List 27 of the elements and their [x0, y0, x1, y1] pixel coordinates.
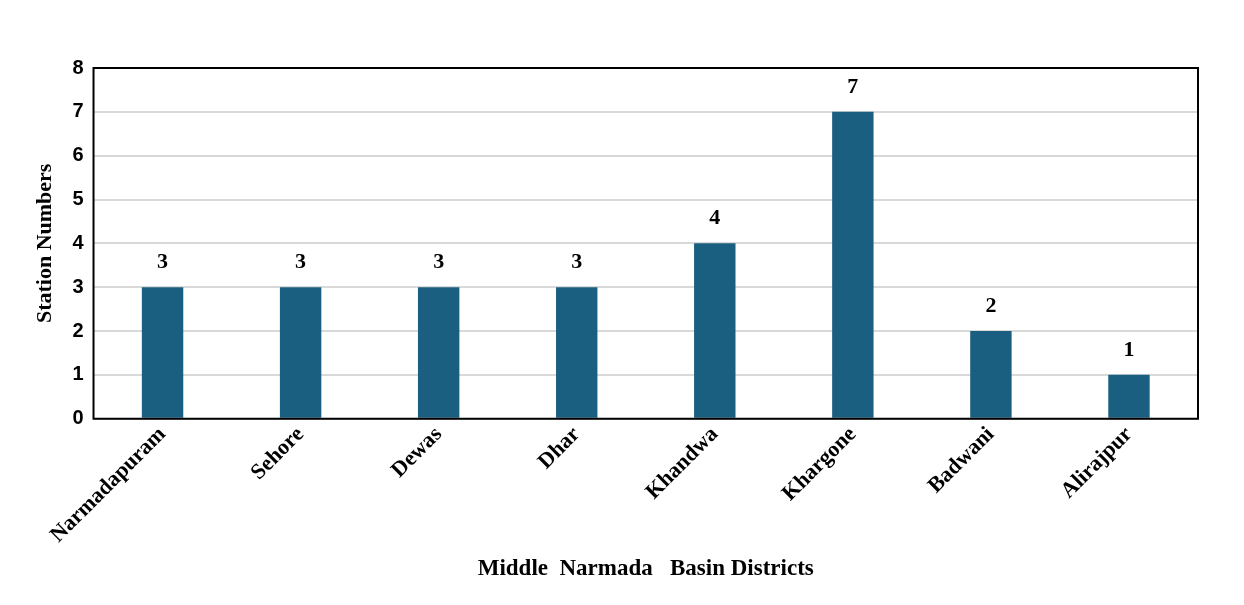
- data-label: 2: [985, 291, 997, 317]
- y-tick-label: 8: [72, 55, 84, 78]
- data-label: 1: [1123, 335, 1135, 361]
- bar: [832, 111, 874, 418]
- y-tick-label: 4: [72, 230, 85, 253]
- bar: [141, 287, 184, 418]
- data-label: 3: [295, 247, 307, 273]
- bar: [279, 287, 322, 418]
- bar: [694, 243, 736, 418]
- y-tick-label: 1: [72, 362, 84, 385]
- bar: [970, 331, 1012, 418]
- data-label: 7: [847, 72, 859, 98]
- bar: [417, 287, 460, 418]
- y-axis-title: Station Numbers: [30, 163, 56, 324]
- y-tick-label: 6: [72, 143, 84, 166]
- y-tick-label: 7: [72, 99, 84, 122]
- data-label: 4: [709, 204, 721, 230]
- data-label: 3: [571, 247, 583, 273]
- y-tick-label: 0: [72, 406, 84, 429]
- bar: [1108, 374, 1150, 418]
- y-tick-label: 2: [72, 318, 84, 341]
- data-label: 3: [433, 247, 445, 273]
- y-tick-label: 3: [72, 274, 84, 297]
- data-label: 3: [157, 247, 169, 273]
- bar: [556, 287, 598, 418]
- y-tick-label: 5: [72, 187, 84, 210]
- x-axis-title: Middle Narmada Basin Districts: [477, 555, 814, 581]
